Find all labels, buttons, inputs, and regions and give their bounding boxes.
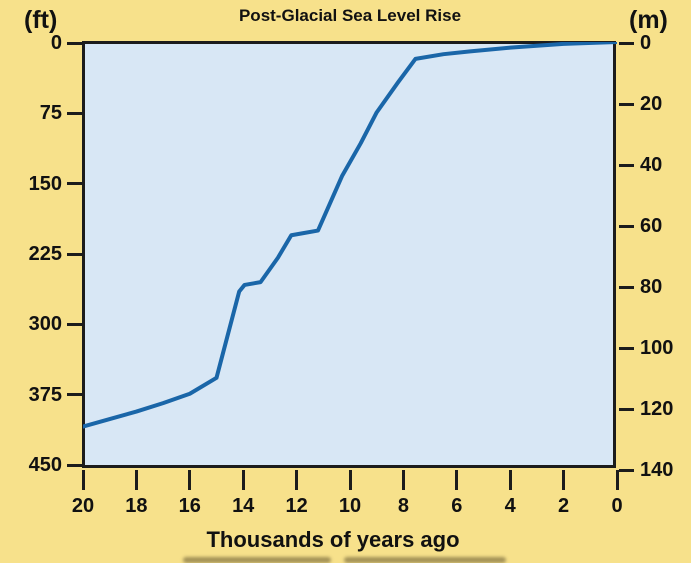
y-right-tick bbox=[619, 468, 634, 472]
sea-level-curve bbox=[83, 42, 617, 429]
x-tick bbox=[455, 470, 459, 490]
x-tick bbox=[241, 470, 245, 490]
y-left-tick-label: 375 bbox=[28, 383, 62, 406]
x-axis-label: Thousands of years ago bbox=[206, 527, 460, 552]
x-tick-label: 14 bbox=[232, 495, 255, 517]
y-right-tick bbox=[619, 285, 634, 289]
y-right-tick-label: 0 bbox=[640, 32, 652, 54]
y-left-tick bbox=[67, 111, 82, 115]
x-tick-label: 8 bbox=[397, 495, 409, 517]
x-tick bbox=[348, 470, 352, 490]
y-left-tick bbox=[67, 463, 82, 467]
x-tick-label: 2 bbox=[558, 495, 570, 517]
y-right-tick bbox=[619, 41, 634, 45]
x-tick-label: 6 bbox=[451, 495, 463, 517]
y-right-tick-label: 60 bbox=[640, 215, 663, 237]
y-right-tick-label: 20 bbox=[640, 93, 663, 115]
x-tick-label: 18 bbox=[125, 495, 148, 517]
left-axis-unit-label: (ft) bbox=[24, 6, 58, 34]
x-tick-label: 10 bbox=[338, 495, 362, 517]
y-left-tick-label: 225 bbox=[28, 243, 62, 266]
cropped-text-remnant bbox=[183, 557, 331, 563]
y-left-tick-label: 450 bbox=[28, 454, 62, 477]
x-tick-label: 16 bbox=[178, 495, 201, 517]
x-tick bbox=[188, 470, 192, 490]
y-right-tick bbox=[619, 163, 634, 167]
y-right-tick-label: 140 bbox=[640, 459, 674, 481]
x-tick-label: 4 bbox=[504, 495, 516, 517]
x-tick bbox=[295, 470, 299, 490]
y-left-tick bbox=[67, 41, 82, 45]
y-left-tick bbox=[67, 182, 82, 186]
y-right-tick bbox=[619, 346, 634, 350]
y-right-tick bbox=[619, 407, 634, 411]
y-left-tick-label: 150 bbox=[28, 172, 62, 195]
y-right-tick-label: 100 bbox=[640, 337, 674, 359]
x-tick-label: 12 bbox=[285, 495, 308, 517]
y-right-tick bbox=[619, 224, 634, 228]
y-right-tick-label: 120 bbox=[640, 398, 674, 420]
chart-title: Post-Glacial Sea Level Rise bbox=[238, 6, 462, 25]
y-left-tick-label: 0 bbox=[50, 32, 62, 54]
x-tick bbox=[562, 470, 566, 490]
sea-level-line bbox=[83, 42, 617, 429]
x-tick bbox=[508, 470, 512, 490]
x-tick bbox=[401, 470, 405, 490]
x-tick bbox=[81, 470, 85, 490]
y-left-tick bbox=[67, 393, 82, 397]
x-tick bbox=[134, 470, 138, 490]
x-tick-label: 0 bbox=[611, 495, 623, 517]
y-left-tick-label: 75 bbox=[39, 102, 62, 125]
y-right-tick-label: 40 bbox=[640, 154, 663, 176]
cropped-text-remnant bbox=[344, 557, 506, 563]
y-left-tick bbox=[67, 252, 82, 256]
y-left-tick-label: 300 bbox=[28, 313, 62, 336]
x-tick-label: 20 bbox=[71, 495, 95, 517]
y-right-tick bbox=[619, 102, 634, 106]
y-left-tick bbox=[67, 322, 82, 326]
x-tick bbox=[615, 470, 619, 490]
right-axis-unit-label: (m) bbox=[629, 6, 668, 34]
y-right-tick-label: 80 bbox=[640, 276, 663, 298]
plot-area bbox=[82, 41, 617, 468]
